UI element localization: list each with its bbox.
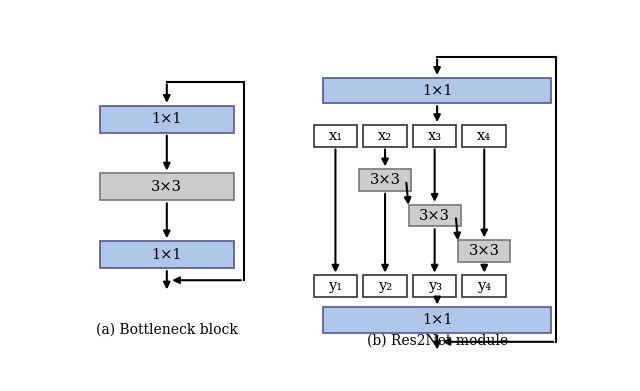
Text: y₃: y₃ (428, 279, 442, 293)
Text: x₁: x₁ (328, 129, 342, 143)
FancyBboxPatch shape (359, 169, 411, 191)
Text: x₂: x₂ (378, 129, 392, 143)
FancyBboxPatch shape (413, 125, 456, 147)
Text: 1×1: 1×1 (152, 112, 182, 126)
Text: 3×3: 3×3 (468, 244, 500, 258)
FancyBboxPatch shape (463, 275, 506, 297)
Text: 1×1: 1×1 (422, 84, 452, 98)
FancyBboxPatch shape (413, 275, 456, 297)
Text: 3×3: 3×3 (419, 208, 450, 222)
FancyBboxPatch shape (463, 125, 506, 147)
Text: 1×1: 1×1 (422, 313, 452, 327)
FancyBboxPatch shape (364, 275, 407, 297)
FancyBboxPatch shape (458, 240, 510, 262)
Text: y₁: y₁ (328, 279, 342, 293)
Text: (a) Bottleneck block: (a) Bottleneck block (96, 323, 237, 337)
Text: 1×1: 1×1 (152, 248, 182, 262)
FancyBboxPatch shape (100, 106, 234, 133)
FancyBboxPatch shape (314, 125, 357, 147)
Text: (b) Res2Net module: (b) Res2Net module (367, 334, 508, 348)
FancyBboxPatch shape (314, 275, 357, 297)
FancyBboxPatch shape (100, 173, 234, 201)
FancyBboxPatch shape (323, 78, 551, 103)
Text: 3×3: 3×3 (151, 180, 182, 194)
Text: 3×3: 3×3 (369, 173, 401, 187)
Text: x₃: x₃ (428, 129, 442, 143)
FancyBboxPatch shape (408, 204, 461, 226)
FancyBboxPatch shape (323, 307, 551, 333)
Text: x₄: x₄ (477, 129, 492, 143)
Text: y₄: y₄ (477, 279, 492, 293)
FancyBboxPatch shape (100, 241, 234, 268)
Text: y₂: y₂ (378, 279, 392, 293)
FancyBboxPatch shape (364, 125, 407, 147)
